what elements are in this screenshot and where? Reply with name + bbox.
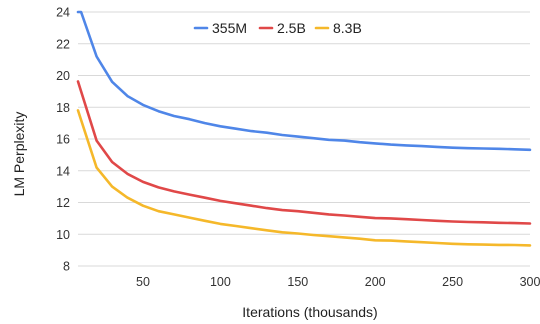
y-tick-label: 8: [63, 260, 70, 274]
series-lines: [76, 10, 532, 247]
y-tick-label: 18: [56, 101, 70, 115]
y-tick-label: 22: [56, 37, 70, 51]
legend: 355M 2.5B 8.3B: [193, 20, 362, 36]
y-axis-ticks: 8 10 12 14 16 18 20 22 24: [56, 6, 70, 274]
x-tick-label: 300: [520, 275, 540, 289]
series-line-8-3b: [76, 109, 532, 247]
x-tick-label: 100: [210, 275, 231, 289]
x-axis-title: Iterations (thousands): [242, 304, 377, 320]
series-line-2-5b: [76, 80, 532, 225]
legend-label: 2.5B: [277, 20, 306, 36]
y-tick-label: 12: [56, 196, 70, 210]
y-tick-label: 16: [56, 133, 70, 147]
x-tick-label: 50: [136, 275, 150, 289]
x-tick-label: 150: [287, 275, 308, 289]
y-tick-label: 14: [56, 164, 70, 178]
y-tick-label: 10: [56, 228, 70, 242]
series-line-355m: [76, 10, 532, 152]
y-tick-label: 24: [56, 6, 70, 20]
x-axis-ticks: 50 100 150 200 250 300: [136, 275, 540, 289]
legend-label: 8.3B: [333, 20, 362, 36]
y-tick-label: 20: [56, 69, 70, 83]
legend-label: 355M: [212, 20, 247, 36]
x-tick-label: 250: [442, 275, 463, 289]
x-tick-label: 200: [365, 275, 386, 289]
gridlines: [78, 11, 530, 267]
y-axis-title: LM Perplexity: [11, 112, 27, 197]
